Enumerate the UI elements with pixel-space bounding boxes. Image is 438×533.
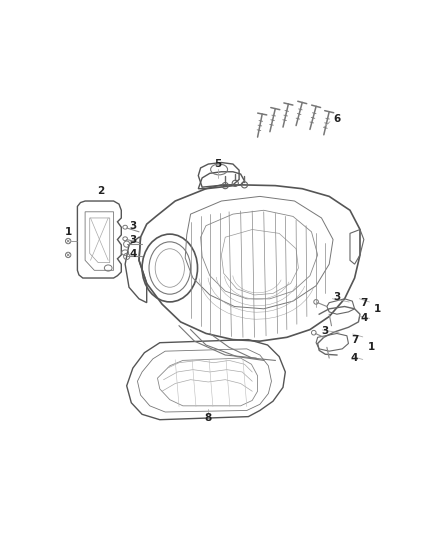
Text: 3: 3 <box>333 292 340 302</box>
Text: 1: 1 <box>374 304 381 314</box>
Text: 3: 3 <box>129 221 137 231</box>
Text: 1: 1 <box>368 342 375 352</box>
Text: 7: 7 <box>360 297 367 308</box>
Text: 2: 2 <box>97 186 104 196</box>
Text: 4: 4 <box>351 353 358 363</box>
Text: 4: 4 <box>129 249 137 259</box>
Text: 1: 1 <box>64 227 72 237</box>
Text: 3: 3 <box>129 235 137 245</box>
Text: 3: 3 <box>322 326 329 336</box>
Text: 7: 7 <box>351 335 358 345</box>
Text: 6: 6 <box>333 115 340 124</box>
Text: 4: 4 <box>360 313 367 323</box>
Text: 5: 5 <box>214 159 221 169</box>
Text: 8: 8 <box>204 413 211 423</box>
